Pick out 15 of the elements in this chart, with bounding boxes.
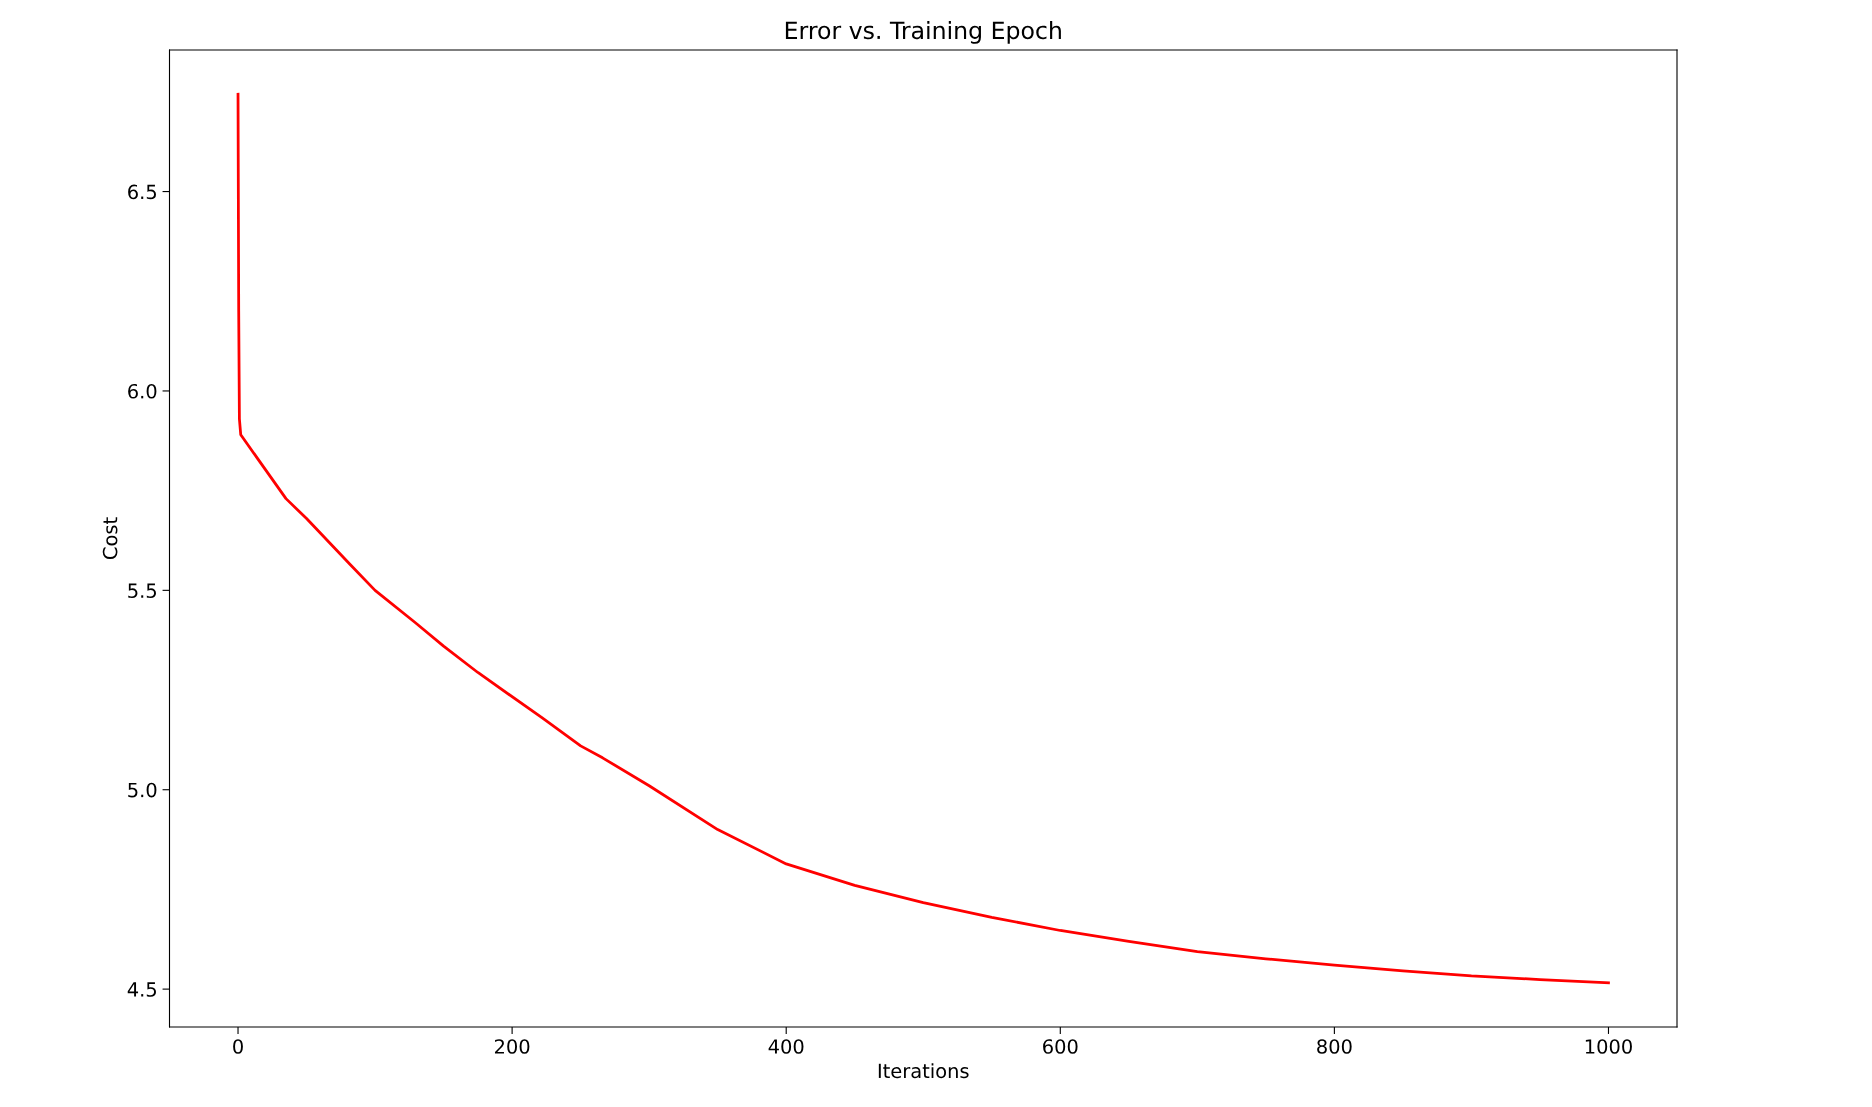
x-tick-label: 800 <box>1317 1039 1352 1054</box>
y-tick-label: 4.5 <box>127 982 156 997</box>
x-tick-label: 400 <box>768 1039 804 1054</box>
y-axis-title: Cost <box>102 517 118 560</box>
x-tick-label: 600 <box>1043 1039 1078 1054</box>
chart-title: Error vs. Training Epoch <box>785 20 1061 44</box>
x-tick-label: 1000 <box>1585 1039 1632 1054</box>
y-tick-label: 5.5 <box>128 583 156 598</box>
y-tick-label: 5.0 <box>128 782 157 798</box>
y-tick-label: 6.0 <box>128 383 157 399</box>
line-series <box>236 92 1610 985</box>
x-tick-label: 200 <box>494 1039 530 1054</box>
y-tick-label: 6.5 <box>128 184 156 200</box>
x-tick-label: 0 <box>233 1039 243 1054</box>
x-axis-title: Iterations <box>878 1063 969 1079</box>
